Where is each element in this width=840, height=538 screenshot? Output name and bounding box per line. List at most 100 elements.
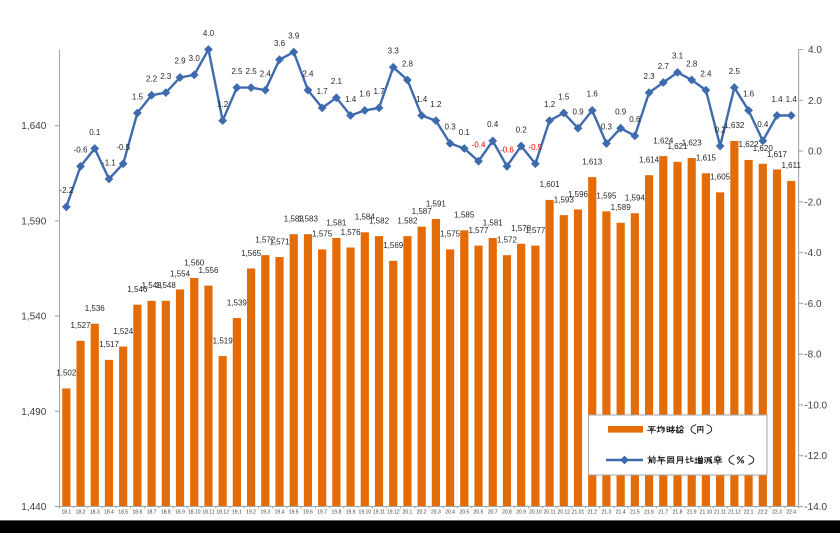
svg-text:2.7: 2.7 xyxy=(658,62,670,71)
svg-text:18.12: 18.12 xyxy=(216,510,229,516)
svg-text:20.3: 20.3 xyxy=(431,510,441,516)
svg-text:2.5: 2.5 xyxy=(231,67,243,76)
svg-text:1.6: 1.6 xyxy=(359,90,371,99)
svg-text:21.11: 21.11 xyxy=(714,510,726,516)
svg-text:1,548: 1,548 xyxy=(156,281,177,290)
svg-text:1.6: 1.6 xyxy=(587,90,599,99)
svg-text:18.6: 18.6 xyxy=(133,510,143,516)
svg-text:1.6: 1.6 xyxy=(743,90,755,99)
svg-text:0.9: 0.9 xyxy=(615,108,627,117)
svg-text:-1.1: -1.1 xyxy=(102,158,116,167)
svg-text:19.1: 19.1 xyxy=(232,510,242,516)
svg-text:0.4: 0.4 xyxy=(487,120,499,129)
svg-text:1,587: 1,587 xyxy=(412,207,433,216)
svg-text:19.9: 19.9 xyxy=(346,510,356,516)
svg-text:21.6: 21.6 xyxy=(644,510,654,516)
svg-text:2.0: 2.0 xyxy=(808,96,822,107)
svg-text:1,614: 1,614 xyxy=(639,155,660,164)
svg-text:2.1: 2.1 xyxy=(331,77,343,86)
svg-text:1,556: 1,556 xyxy=(198,266,219,275)
svg-text:1,577: 1,577 xyxy=(468,226,489,235)
svg-text:21.8: 21.8 xyxy=(673,510,683,516)
svg-text:19.10: 19.10 xyxy=(359,510,372,516)
svg-text:1,572: 1,572 xyxy=(255,235,276,244)
svg-text:1,589: 1,589 xyxy=(611,203,632,212)
svg-text:1.5: 1.5 xyxy=(558,92,570,101)
svg-text:2.9: 2.9 xyxy=(174,57,186,66)
svg-text:3.1: 3.1 xyxy=(672,52,684,61)
svg-text:0.9: 0.9 xyxy=(572,108,584,117)
svg-text:19.6: 19.6 xyxy=(303,510,313,516)
svg-text:1,611: 1,611 xyxy=(781,161,801,170)
svg-text:21.3: 21.3 xyxy=(602,510,612,516)
svg-text:-8.0: -8.0 xyxy=(804,350,822,361)
svg-text:1,440: 1,440 xyxy=(21,502,46,513)
svg-text:19.5: 19.5 xyxy=(289,510,299,516)
svg-text:1,575: 1,575 xyxy=(312,230,333,239)
svg-text:1,581: 1,581 xyxy=(483,218,504,227)
svg-text:1,585: 1,585 xyxy=(454,211,475,220)
svg-text:21.4: 21.4 xyxy=(616,510,626,516)
svg-text:-14.0: -14.0 xyxy=(804,502,827,513)
svg-text:-4.0: -4.0 xyxy=(804,248,822,259)
svg-text:20.8: 20.8 xyxy=(502,510,512,516)
svg-text:22.2: 22.2 xyxy=(758,510,768,516)
svg-text:1,583: 1,583 xyxy=(298,215,319,224)
svg-text:18.1: 18.1 xyxy=(61,510,71,516)
svg-text:1,536: 1,536 xyxy=(85,304,106,313)
svg-text:1,617: 1,617 xyxy=(767,150,788,159)
svg-text:2.2: 2.2 xyxy=(146,75,158,84)
svg-text:18.7: 18.7 xyxy=(147,510,157,516)
svg-text:4.0: 4.0 xyxy=(203,29,215,38)
svg-text:20.1: 20.1 xyxy=(403,510,413,516)
svg-text:3.9: 3.9 xyxy=(288,31,300,40)
svg-text:1,569: 1,569 xyxy=(383,241,404,250)
svg-text:1,621: 1,621 xyxy=(667,142,688,151)
svg-text:18.5: 18.5 xyxy=(118,510,128,516)
svg-text:-10.0: -10.0 xyxy=(804,400,827,411)
svg-text:1,560: 1,560 xyxy=(184,258,205,267)
svg-text:18.8: 18.8 xyxy=(161,510,171,516)
svg-text:-0.5: -0.5 xyxy=(116,143,130,152)
svg-text:21.01: 21.01 xyxy=(572,510,585,516)
svg-text:1.2: 1.2 xyxy=(430,100,442,109)
svg-text:1,620: 1,620 xyxy=(753,144,774,153)
svg-text:-2.2: -2.2 xyxy=(59,186,73,195)
svg-text:1,583: 1,583 xyxy=(284,215,305,224)
svg-text:19.12: 19.12 xyxy=(387,510,400,516)
svg-text:3.0: 3.0 xyxy=(189,54,201,63)
svg-text:0.1: 0.1 xyxy=(459,128,471,137)
svg-text:19.7: 19.7 xyxy=(317,510,327,516)
svg-text:1,615: 1,615 xyxy=(696,154,717,163)
svg-text:21.7: 21.7 xyxy=(658,510,668,516)
svg-text:19.4: 19.4 xyxy=(275,510,285,516)
svg-text:20.12: 20.12 xyxy=(558,510,571,516)
svg-text:1,524: 1,524 xyxy=(113,327,134,336)
svg-text:1,590: 1,590 xyxy=(21,216,46,227)
svg-text:0.2: 0.2 xyxy=(715,125,727,134)
svg-text:18.3: 18.3 xyxy=(90,510,100,516)
svg-text:20.6: 20.6 xyxy=(474,510,484,516)
svg-text:-0.6: -0.6 xyxy=(500,146,514,155)
svg-text:4.0: 4.0 xyxy=(808,45,822,56)
svg-text:20.10: 20.10 xyxy=(529,510,542,516)
svg-text:-2.0: -2.0 xyxy=(804,197,822,208)
svg-text:1.7: 1.7 xyxy=(317,87,329,96)
svg-text:18.2: 18.2 xyxy=(76,510,86,516)
svg-text:1,595: 1,595 xyxy=(596,192,617,201)
svg-text:3.3: 3.3 xyxy=(388,47,400,56)
svg-text:18.4: 18.4 xyxy=(104,510,114,516)
svg-text:1,517: 1,517 xyxy=(99,340,120,349)
svg-text:19.3: 19.3 xyxy=(260,510,270,516)
svg-text:1.5: 1.5 xyxy=(132,92,144,101)
svg-text:1.4: 1.4 xyxy=(786,95,798,104)
svg-text:1,601: 1,601 xyxy=(540,180,561,189)
svg-text:2.8: 2.8 xyxy=(686,59,698,68)
svg-text:1.4: 1.4 xyxy=(771,95,783,104)
svg-text:1,624: 1,624 xyxy=(653,136,674,145)
svg-text:0.3: 0.3 xyxy=(445,123,457,132)
svg-text:22.3: 22.3 xyxy=(772,510,782,516)
svg-text:21.5: 21.5 xyxy=(630,510,640,516)
svg-text:1,582: 1,582 xyxy=(369,216,390,225)
svg-text:-0.6: -0.6 xyxy=(74,146,88,155)
